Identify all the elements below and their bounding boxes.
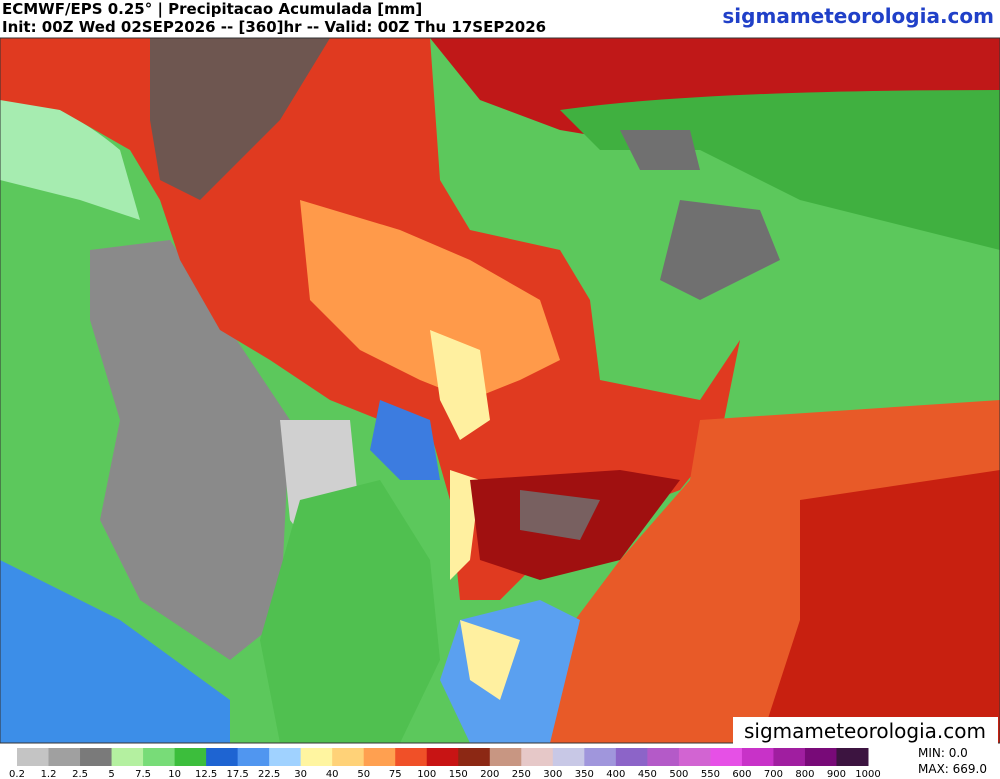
watermark-box (733, 717, 998, 745)
colorbar-swatch (206, 748, 239, 766)
colorbar-swatch (836, 748, 869, 766)
field-blue (0, 560, 230, 743)
field-yellow-south (460, 620, 520, 700)
site-link: sigmameteorologia.com (722, 4, 994, 28)
watermark: sigmameteorologia.com (744, 719, 986, 743)
colorbar-label: 0.2 (9, 769, 25, 779)
map-field (0, 38, 1000, 743)
colorbar-label: 100 (417, 769, 436, 779)
colorbar-swatch (458, 748, 491, 766)
colorbar-swatch (552, 748, 585, 766)
map-frame (0, 37, 1000, 744)
colorbar-swatch (584, 748, 617, 766)
colorbar-swatch (332, 748, 365, 766)
colorbar-label: 350 (575, 769, 594, 779)
colorbar-swatch (395, 748, 428, 766)
colorbar-swatch (710, 748, 743, 766)
colorbar-label: 600 (732, 769, 751, 779)
field-brown (150, 38, 330, 200)
field-dark (520, 490, 600, 540)
colorbar-label: 22.5 (258, 769, 280, 779)
colorbar-label: 75 (389, 769, 402, 779)
colorbar-label: 500 (669, 769, 688, 779)
colorbar-swatch (17, 748, 50, 766)
colorbar-label: 2.5 (72, 769, 88, 779)
field-green-south (260, 480, 440, 743)
colorbar-label: 250 (512, 769, 531, 779)
colorbar-label: 200 (480, 769, 499, 779)
colorbar-swatch (80, 748, 113, 766)
colorbar-label: 800 (795, 769, 814, 779)
colorbar-label: 700 (764, 769, 783, 779)
colorbar-swatch (237, 748, 270, 766)
field-light (0, 90, 140, 220)
colorbar-label: 50 (357, 769, 370, 779)
stat-max: MAX: 669.0 (918, 762, 987, 776)
stat-min: MIN: 0.0 (918, 746, 968, 760)
colorbar-label: 900 (827, 769, 846, 779)
colorbar-label: 30 (294, 769, 307, 779)
colorbar-label: 40 (326, 769, 339, 779)
colorbar-label: 400 (606, 769, 625, 779)
colorbar-swatch (300, 748, 333, 766)
colorbar-swatch (615, 748, 648, 766)
colorbar-swatch (143, 748, 176, 766)
colorbar-swatch (521, 748, 554, 766)
colorbar-swatch (174, 748, 207, 766)
colorbar-swatch (741, 748, 774, 766)
colorbar-swatch (804, 748, 837, 766)
colorbar: 0.2 1.2 2.5 5 7.5 10 12.5 17.5 22.5 30 40 50 75 100 15… (9, 748, 881, 779)
colorbar-label: 1000 (855, 769, 880, 779)
title: ECMWF/EPS 0.25° | Precipitacao Acumulada… (2, 0, 423, 18)
colorbar-label: 150 (449, 769, 468, 779)
subtitle: Init: 00Z Wed 02SEP2026 -- [360]hr -- Va… (2, 18, 547, 36)
field-gray (90, 240, 290, 660)
colorbar-label: 5 (108, 769, 114, 779)
colorbar-swatch (48, 748, 81, 766)
colorbar-label: 7.5 (135, 769, 151, 779)
colorbar-label: 300 (543, 769, 562, 779)
colorbar-swatch (647, 748, 680, 766)
colorbar-swatch (269, 748, 302, 766)
colorbar-label: 450 (638, 769, 657, 779)
colorbar-label: 550 (701, 769, 720, 779)
colorbar-label: 10 (168, 769, 181, 779)
colorbar-swatch (111, 748, 144, 766)
colorbar-swatch (678, 748, 711, 766)
colorbar-label: 12.5 (195, 769, 217, 779)
field-blue-mid (370, 400, 440, 480)
colorbar-swatch (363, 748, 396, 766)
colorbar-swatch (426, 748, 459, 766)
colorbar-label: 17.5 (226, 769, 248, 779)
colorbar-swatch (773, 748, 806, 766)
field-ocean-darkred (760, 470, 1000, 743)
colorbar-label: 1.2 (41, 769, 57, 779)
field-orange (300, 200, 560, 400)
colorbar-swatch (489, 748, 522, 766)
field-gray-north (620, 130, 780, 300)
